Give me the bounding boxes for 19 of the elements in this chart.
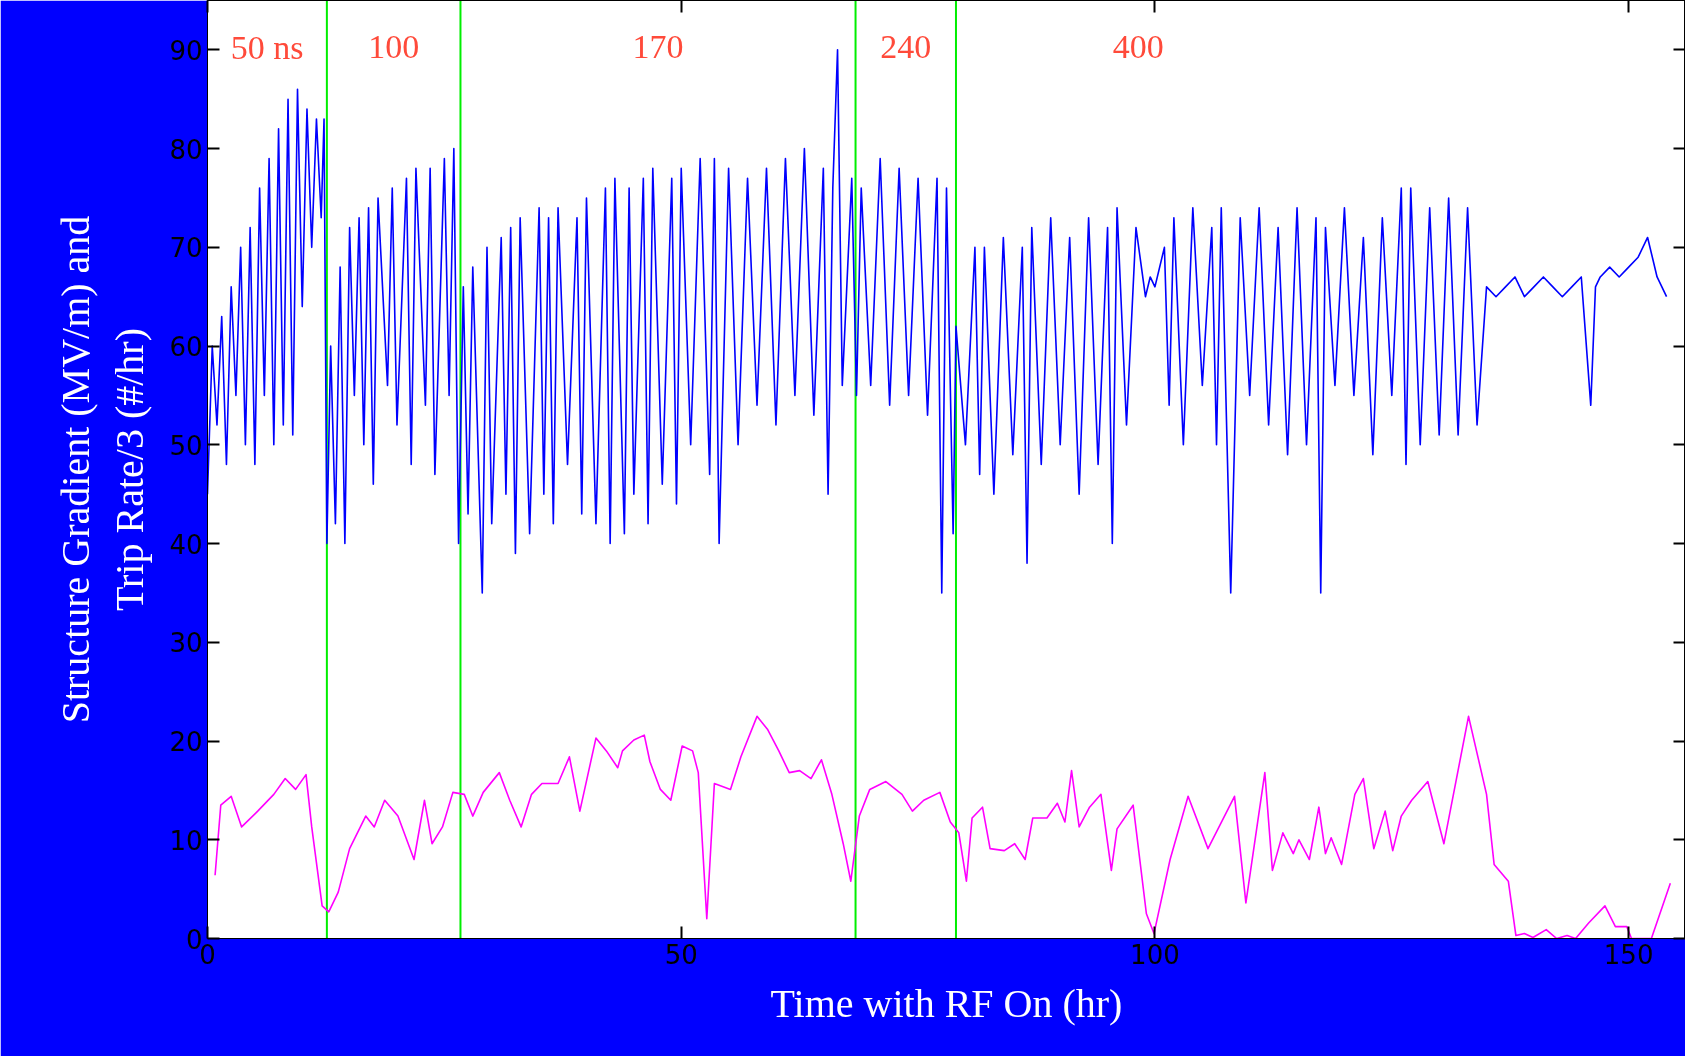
y-tick-label: 10 (169, 825, 203, 856)
y-tick-label: 90 (169, 35, 203, 66)
y-tick-label: 40 (169, 529, 203, 560)
y-tick-label: 80 (169, 134, 203, 165)
x-axis-title: Time with RF On (hr) (770, 980, 1123, 1026)
annotation: 100 (368, 28, 420, 66)
y-tick-label: 20 (169, 727, 203, 758)
y-tick-label: 70 (169, 233, 203, 264)
y-tick-label: 50 (169, 430, 203, 461)
y-tick-label: 60 (169, 332, 203, 363)
y-tick-label: 30 (169, 628, 203, 659)
annotation: 50 ns (230, 28, 304, 66)
x-tick-label: 100 (1130, 939, 1180, 970)
annotation: 240 (880, 28, 932, 66)
x-tick-label: 150 (1603, 939, 1654, 970)
x-tick-label: 50 (664, 939, 698, 970)
y-axis-title: Structure Gradient (MV/m) and Trip Rate/3 (#/hr) (53, 215, 153, 724)
annotation: 400 (1112, 28, 1164, 66)
annotation: 170 (632, 28, 684, 66)
